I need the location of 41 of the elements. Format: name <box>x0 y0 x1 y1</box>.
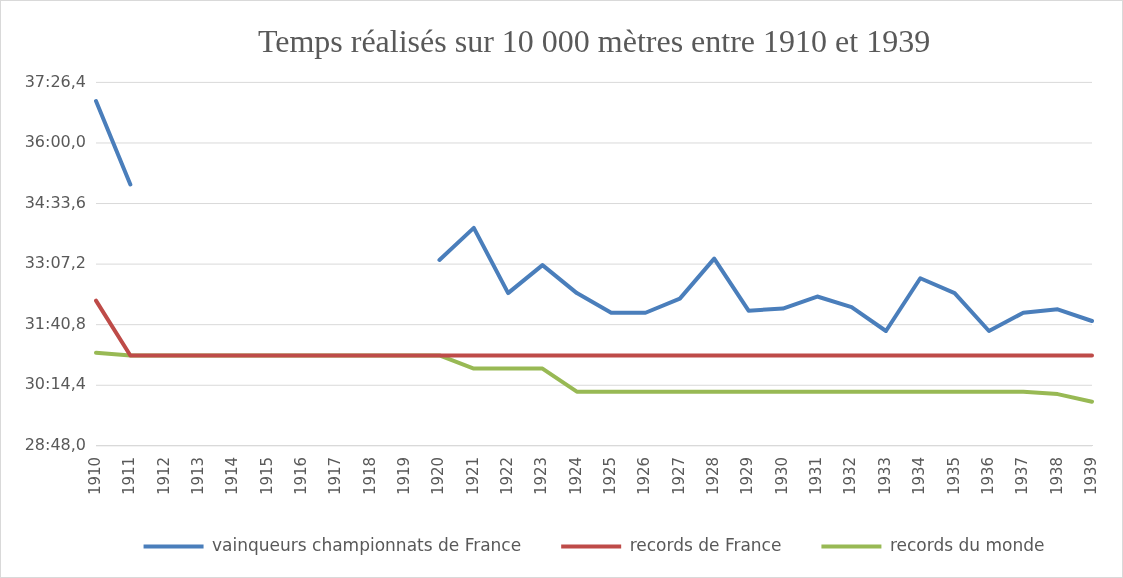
x-tick-label: 1931 <box>807 456 826 496</box>
x-tick-label: 1932 <box>841 456 860 496</box>
x-tick-label: 1917 <box>326 456 345 496</box>
x-tick-label: 1933 <box>875 456 894 496</box>
legend-label: vainqueurs championnats de France <box>212 534 522 555</box>
x-tick-label: 1925 <box>601 456 620 496</box>
legend-label: records du monde <box>889 534 1045 555</box>
x-tick-label: 1920 <box>429 456 448 496</box>
x-tick-label: 1929 <box>738 456 757 496</box>
x-tick-label: 1910 <box>85 456 104 496</box>
x-tick-label: 1926 <box>635 456 654 496</box>
text: 33:07,2 <box>24 253 86 273</box>
x-tick-label: 1912 <box>154 456 173 496</box>
legend-label: records de France <box>629 534 782 555</box>
x-tick-label: 1921 <box>463 456 482 496</box>
x-tick-label: 1923 <box>532 456 551 496</box>
text: 31:40,8 <box>24 313 86 333</box>
x-tick-label: 1938 <box>1047 456 1066 496</box>
x-tick-label: 1914 <box>223 456 242 496</box>
text: 34:33,6 <box>24 192 86 212</box>
x-tick-label: 1911 <box>120 456 139 496</box>
x-tick-label: 1937 <box>1013 456 1032 496</box>
x-tick-label: 1928 <box>704 456 723 496</box>
x-tick-label: 1916 <box>291 456 310 496</box>
x-tick-label: 1915 <box>257 456 276 496</box>
text: 36:00,0 <box>24 132 86 152</box>
x-tick-label: 1936 <box>978 456 997 496</box>
x-tick-label: 1922 <box>498 456 517 496</box>
x-tick-label: 1930 <box>772 456 791 496</box>
text: 28:48,0 <box>24 434 86 454</box>
chart-title: Temps réalisés sur 10 000 mètres entre 1910 et 1939 <box>257 22 931 59</box>
x-tick-label: 1924 <box>566 456 585 496</box>
x-tick-label: 1935 <box>944 456 963 496</box>
x-tick-label: 1913 <box>188 456 207 496</box>
text: 30:14,4 <box>24 374 86 394</box>
x-tick-label: 1919 <box>394 456 413 496</box>
x-tick-label: 1918 <box>360 456 379 496</box>
x-tick-label: 1934 <box>910 456 929 496</box>
text: 37:26,4 <box>24 71 86 91</box>
x-tick-label: 1939 <box>1081 456 1100 496</box>
x-tick-label: 1927 <box>669 456 688 496</box>
